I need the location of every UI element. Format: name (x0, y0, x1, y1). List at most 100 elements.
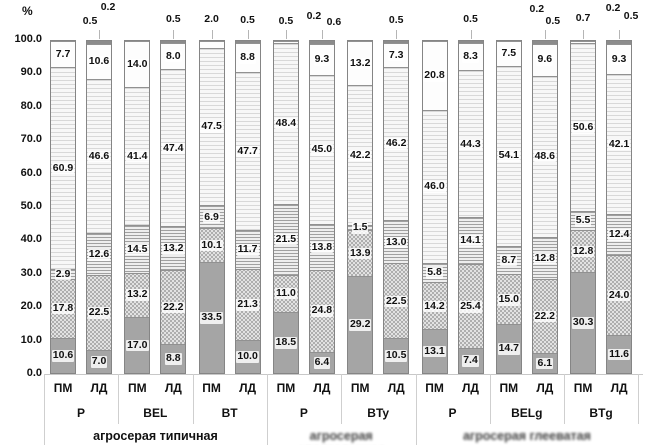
bar-segment-solid: 6.4 (309, 351, 334, 373)
bar-segment-cap (87, 41, 111, 42)
bar-segment-dots: 25.4 (458, 264, 483, 349)
bar-segment-solid: 7.0 (87, 349, 111, 373)
bar-segment-white (273, 40, 298, 43)
bar-segment-dots: 22.5 (384, 263, 409, 339)
bar-segment-solid: 10.0 (235, 339, 260, 373)
segment-value-label: 46.2 (384, 137, 408, 150)
bar-segment-flines: 42.1 (607, 74, 632, 214)
x-axis-group-label-BEL: BEL (143, 406, 168, 420)
bar-top-value-label: 0.2 (605, 2, 621, 14)
bar-segment-hlines: 2.9 (51, 267, 75, 281)
bar-top-value-label: 0.5 (545, 15, 561, 27)
bar-segment-solid: 11.6 (607, 334, 632, 373)
segment-value-label: 7.7 (54, 47, 72, 61)
segment-value-label: 8.0 (164, 49, 182, 63)
bar-segment-dots: 21.3 (235, 269, 260, 340)
category-separator (44, 374, 45, 445)
top-label-leader-line (619, 30, 621, 39)
y-axis-tick-label: 20.0 (20, 300, 42, 313)
bar-segment-cap (607, 41, 632, 42)
x-axis-sublabel-ЛД: ЛД (462, 381, 479, 395)
bar-segment-cap (532, 42, 557, 44)
top-label-leader-line (285, 30, 287, 39)
segment-value-label: 10.5 (384, 349, 408, 362)
segment-value-label: 15.0 (497, 293, 521, 306)
category-separator (266, 374, 268, 445)
bar-segment-flines: 41.4 (125, 87, 150, 225)
bar-segment-solid: 18.5 (273, 311, 298, 373)
segment-value-label: 14.2 (423, 299, 446, 313)
bar-P-ЛД: 7.4 25.4 14.1 44.3 8.3 (457, 40, 484, 374)
segment-value-label: 8.3 (462, 50, 479, 63)
bar-P-ЛД: 6.4 24.8 13.8 45.0 9.3 (308, 40, 335, 374)
segment-value-label: 11.0 (274, 286, 297, 300)
x-axis-line (44, 374, 643, 375)
segment-value-label: 13.8 (310, 240, 334, 253)
bar-segment-white: 9.6 (532, 43, 557, 76)
bar-BTg-ПМ: 30.3 12.8 5.5 50.6 (570, 40, 597, 374)
segment-value-label: 14.0 (126, 57, 149, 71)
segment-value-label: 48.6 (533, 149, 557, 163)
bar-segment-white: 7.5 (496, 41, 521, 66)
x-axis-sublabel-ЛД: ЛД (536, 381, 554, 395)
x-axis-group-label-BELg: BELg (511, 406, 543, 420)
bar-top-value-label: 0.5 (82, 15, 98, 27)
segment-value-label: 21.5 (274, 232, 298, 246)
bar-segment-white: 8.8 (235, 42, 260, 72)
segment-value-label: 2.9 (54, 267, 72, 281)
x-axis-group-label-BTy: BTy (367, 406, 390, 420)
segment-value-label: 20.8 (423, 69, 446, 82)
segment-value-label: 10.6 (87, 54, 111, 68)
bar-segment-hlines: 11.7 (235, 230, 260, 270)
bar-segment-cap (235, 41, 260, 43)
soil-type-label: агросерая типичная (93, 429, 218, 443)
top-label-leader-line (396, 30, 398, 39)
bar-BT-ЛД: 10.0 21.3 11.7 47.7 8.8 (234, 40, 261, 374)
segment-value-label: 12.4 (607, 228, 631, 241)
x-axis-group-label-BTg: BTg (589, 406, 613, 420)
bar-segment-hlines: 14.5 (125, 224, 150, 273)
top-label-leader-line (99, 30, 100, 39)
bar-BEL-ПМ: 17.0 13.2 14.5 41.4 14.0 (124, 40, 151, 374)
bar-segment-white: 10.6 (87, 43, 111, 79)
bar-segment-white: 14.0 (125, 41, 150, 88)
bar-top-value-label: 0.5 (278, 15, 294, 27)
bar-segment-dots: 14.2 (422, 282, 447, 330)
bar-segment-solid: 10.5 (384, 338, 409, 373)
bar-P-ПМ: 13.1 14.2 5.8 46.0 20.8 (421, 40, 448, 374)
bar-segment-solid: 13.1 (422, 329, 447, 373)
segment-value-label: 22.2 (162, 300, 185, 314)
soil-type-label: агросерая глееватая (462, 429, 591, 443)
bar-segment-dots: 11.0 (273, 274, 298, 312)
bar-BELg-ПМ: 14.7 15.0 8.7 54.1 7.5 (495, 40, 522, 374)
segment-value-label: 13.2 (348, 56, 372, 70)
bar-segment-dots: 15.0 (496, 274, 521, 325)
bar-segment-flines: 47.4 (161, 69, 186, 227)
bar-segment-solid: 6.1 (532, 352, 557, 373)
bar-segment-solid: 17.0 (125, 316, 150, 373)
bar-segment-flines: 45.0 (309, 74, 334, 224)
bar-segment-dots: 13.2 (125, 272, 150, 317)
bar-segment-flines: 47.5 (199, 47, 224, 206)
y-axis-tick-label: 40.0 (20, 233, 42, 246)
segment-value-label: 42.2 (348, 148, 372, 162)
bar-segment-cap (458, 41, 483, 43)
bar-segment-white: 9.3 (309, 43, 334, 75)
bar-segment-hlines: 8.7 (496, 245, 521, 275)
segment-value-label: 5.5 (574, 214, 592, 227)
segment-value-label: 8.8 (164, 352, 182, 365)
y-axis-tick-label: 80.0 (20, 99, 42, 112)
bar-top-value-label: 0.5 (165, 13, 181, 25)
x-axis-sublabel-ЛД: ЛД (90, 381, 108, 395)
bar-segment-white: 9.3 (607, 43, 632, 75)
x-axis-group-label-P: P (76, 406, 85, 420)
bar-BELg-ЛД: 6.1 22.2 12.8 48.6 9.6 (531, 40, 558, 374)
segment-value-label: 29.2 (348, 318, 372, 331)
bar-BEL-ЛД: 8.8 22.2 13.2 47.4 8.0 (160, 40, 187, 374)
segment-value-label: 13.2 (126, 288, 149, 301)
bar-segment-dots: 12.8 (571, 229, 596, 273)
bar-segment-hlines: 13.0 (384, 220, 409, 264)
bar-segment-flines: 46.6 (87, 78, 111, 234)
y-axis-tick-label: 50.0 (20, 200, 42, 212)
bar-segment-solid: 29.2 (348, 276, 373, 373)
